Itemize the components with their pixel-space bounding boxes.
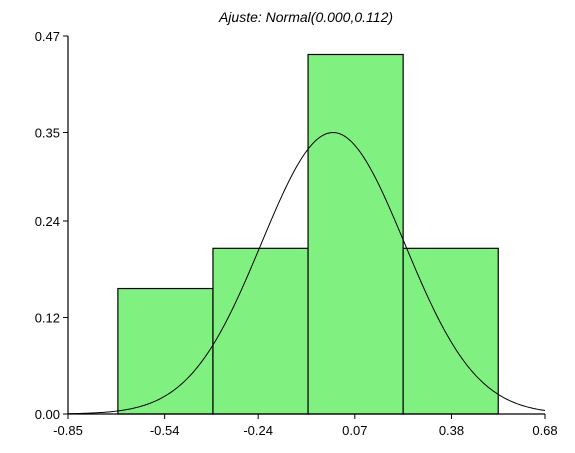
x-tick-label: 0.38	[439, 423, 464, 438]
y-tick-label: 0.00	[35, 407, 60, 422]
x-tick-label: -0.85	[53, 423, 83, 438]
histogram-bar-4	[402, 247, 499, 415]
histogram-bar-1	[117, 287, 214, 415]
histogram-bar-2	[212, 247, 309, 415]
y-tick-label: 0.12	[35, 310, 60, 325]
histogram-bar-3	[307, 53, 404, 415]
fit-curve	[67, 132, 546, 415]
chart-title: Ajuste: Normal(0.000,0.112)	[218, 9, 393, 25]
x-tick-label: -0.24	[243, 423, 273, 438]
y-tick-label: 0.24	[35, 214, 60, 229]
x-tick-label: 0.07	[342, 423, 367, 438]
y-tick-label: 0.47	[35, 29, 60, 44]
y-tick-label: 0.35	[35, 126, 60, 141]
x-tick-label: -0.54	[150, 423, 180, 438]
x-tick-label: 0.68	[532, 423, 557, 438]
